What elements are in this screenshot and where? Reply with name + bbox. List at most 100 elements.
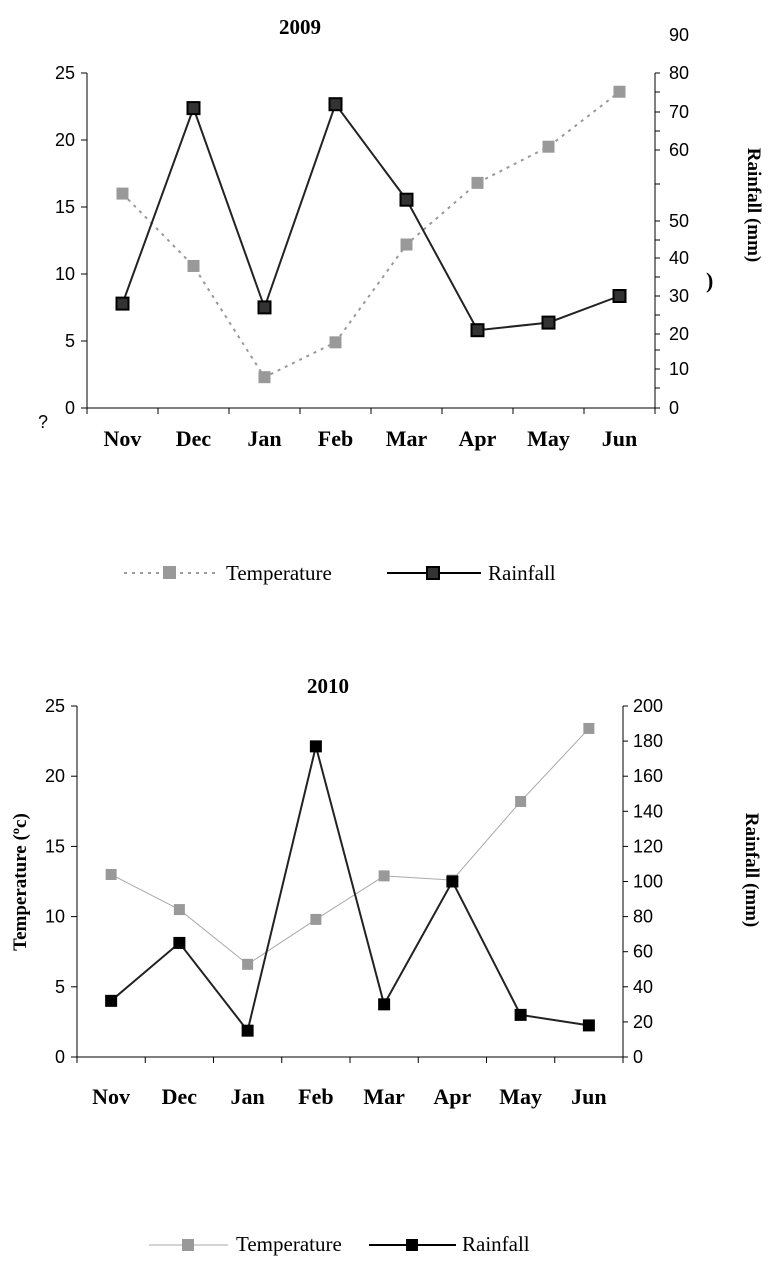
legend: Temperature Rainfall: [124, 561, 556, 585]
point-temperature: [471, 176, 484, 189]
point-temperature: [542, 140, 555, 153]
point-temperature: [378, 870, 390, 882]
point-rainfall: [446, 875, 459, 888]
right-axis-title: Rainfall (mm): [741, 813, 762, 928]
right-tick-label: 160: [633, 766, 663, 786]
point-rainfall: [257, 300, 272, 315]
right-tick-label: 20: [633, 1012, 653, 1032]
left-axis-ticks: 0 5 10 15 20 25: [45, 696, 77, 1067]
x-tick-label: Apr: [433, 1084, 471, 1109]
right-tick-label: 120: [633, 836, 663, 856]
left-tick-label: 20: [45, 766, 65, 786]
left-tick-label: 5: [55, 977, 65, 997]
point-temperature: [105, 868, 117, 880]
point-temperature: [400, 238, 413, 251]
series-line-temperature: [121, 91, 621, 379]
x-tick-label: Feb: [298, 1084, 333, 1109]
x-tick-label: May: [499, 1084, 542, 1109]
point-temperature: [173, 904, 185, 916]
legend-temperature-label: Temperature: [226, 561, 332, 585]
right-tick-label: 40: [669, 248, 689, 268]
x-tick-label: Nov: [92, 1084, 130, 1109]
series-marks: [115, 85, 627, 384]
x-tick-label: Mar: [363, 1084, 405, 1109]
point-temperature: [613, 85, 626, 98]
point-temperature: [329, 336, 342, 349]
right-tick-label: 0: [669, 398, 679, 418]
point-rainfall: [309, 740, 322, 753]
point-temperature: [310, 913, 322, 925]
legend-rainfall-marker: [426, 566, 440, 580]
legend-temperature-marker: [163, 566, 176, 579]
x-tick-label: Apr: [459, 426, 497, 451]
point-temperature: [258, 371, 271, 384]
x-tick-label: Dec: [176, 426, 212, 451]
right-tick-label: 30: [669, 286, 689, 306]
legend: Temperature Rainfall: [149, 1232, 530, 1256]
left-tick-label: 15: [45, 836, 65, 856]
point-temperature: [242, 958, 254, 970]
legend-rainfall-label: Rainfall: [462, 1232, 530, 1256]
chart-title: 2010: [307, 674, 349, 698]
x-tick-label: May: [527, 426, 570, 451]
x-tick-label: Feb: [318, 426, 353, 451]
right-tick-label: 70: [669, 102, 689, 122]
point-rainfall: [399, 192, 414, 207]
right-tick-label: 0: [633, 1047, 643, 1067]
legend-temperature-marker: [182, 1239, 194, 1251]
x-tick-label: Jun: [571, 1084, 606, 1109]
left-tick-label: 0: [65, 398, 75, 418]
x-axis-ticks: Nov Dec Jan Feb Mar Apr May Jun: [86, 408, 656, 451]
left-axis-title: Temperature (ºc): [10, 813, 31, 951]
point-rainfall: [105, 994, 118, 1007]
point-rainfall: [115, 296, 130, 311]
left-tick-label: 20: [55, 130, 75, 150]
point-rainfall: [328, 97, 343, 112]
x-tick-label: Jan: [247, 426, 281, 451]
right-tick-label: 180: [633, 731, 663, 751]
x-axis-ticks: Nov Dec Jan Feb Mar Apr May Jun: [76, 1057, 624, 1109]
right-axis-ticks: 0 20 40 60 80 100 120 140 160 180 200: [623, 696, 663, 1067]
x-tick-label: Jun: [602, 426, 637, 451]
right-axis-title: Rainfall (mm): [743, 148, 764, 263]
right-tick-label: 80: [669, 63, 689, 83]
left-tick-label: 0: [55, 1047, 65, 1067]
right-tick-label: 60: [633, 942, 653, 962]
chart-title: 2009: [279, 15, 321, 39]
right-tick-label: 80: [633, 907, 653, 927]
point-temperature: [187, 259, 200, 272]
right-axis-stray-text: ): [706, 268, 713, 293]
x-tick-label: Jan: [231, 1084, 265, 1109]
legend-temperature-label: Temperature: [236, 1232, 342, 1256]
point-rainfall: [173, 936, 186, 949]
right-tick-label: 200: [633, 696, 663, 716]
legend-rainfall-label: Rainfall: [488, 561, 556, 585]
point-rainfall: [612, 289, 627, 303]
right-tick-label: 100: [633, 872, 663, 892]
point-rainfall: [241, 1024, 254, 1037]
right-tick-label: 20: [669, 324, 689, 344]
series-line-rainfall: [110, 746, 590, 1033]
right-tick-label: 60: [669, 140, 689, 160]
left-tick-label: 10: [55, 264, 75, 284]
x-tick-label: Nov: [104, 426, 142, 451]
right-axis-ticks: 0 10 20 30 40 50 60 70 80 90: [655, 25, 689, 418]
left-tick-label: 25: [55, 63, 75, 83]
chart-2009: 2009 0 5 10 15 20 25 0 10 20 30 40 50 60 70 80 90 Nov D…: [38, 15, 764, 585]
left-axis-ticks: 0 5 10 15 20 25: [55, 63, 87, 418]
left-tick-label: 10: [45, 907, 65, 927]
left-axis-extra-tick: ?: [38, 412, 48, 432]
x-tick-label: Mar: [386, 426, 428, 451]
left-tick-label: 5: [65, 331, 75, 351]
right-tick-label: 10: [669, 359, 689, 379]
point-rainfall: [541, 315, 556, 330]
right-tick-label: 140: [633, 801, 663, 821]
legend-rainfall-marker: [406, 1239, 418, 1251]
series-marks: [105, 722, 595, 1037]
series-line-rainfall: [121, 102, 620, 332]
point-temperature: [116, 187, 129, 200]
point-rainfall: [470, 323, 485, 338]
point-rainfall: [186, 101, 201, 116]
right-tick-label: 90: [669, 25, 689, 45]
